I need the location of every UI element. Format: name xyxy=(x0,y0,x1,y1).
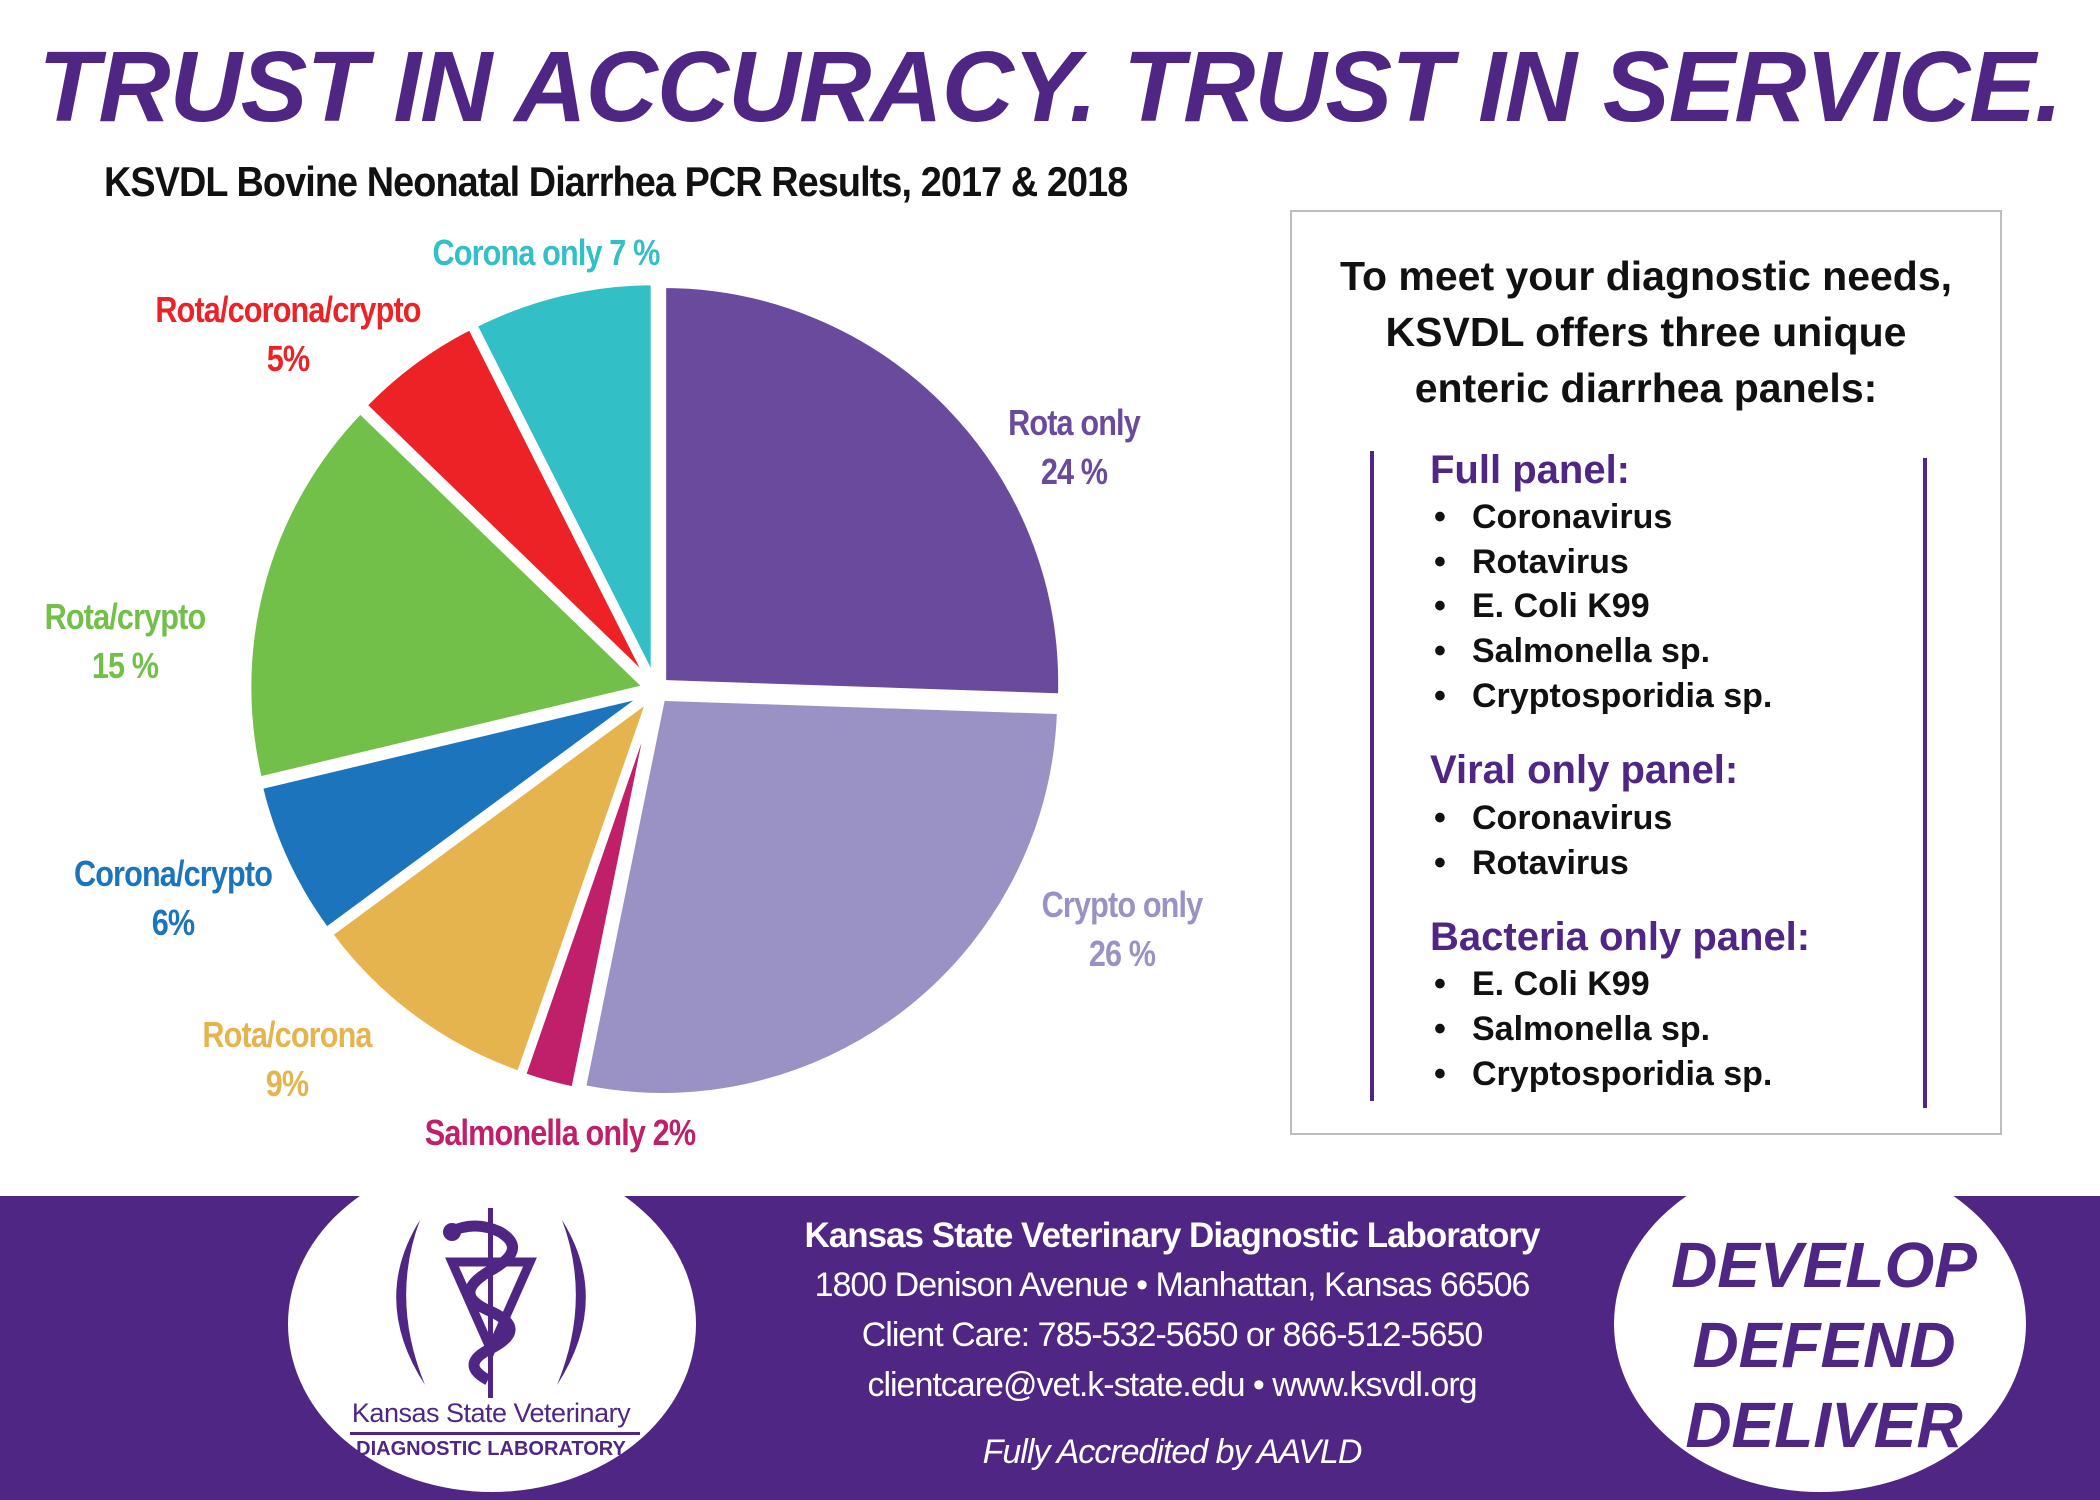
intro-line: KSVDL offers three unique xyxy=(1385,309,1907,355)
panels-info-box: To meet your diagnostic needs, KSVDL off… xyxy=(1290,210,2002,1135)
contact-links[interactable]: clientcare@vet.k-state.edu • www.ksvdl.o… xyxy=(867,1366,1477,1404)
label-name: Rota/crypto xyxy=(44,596,207,637)
pie-slice-rota-only xyxy=(660,282,1065,700)
label-salmonella-only: Salmonella only 2% xyxy=(401,1108,719,1157)
tagline-develop: DEVELOP xyxy=(1671,1229,1977,1301)
panel-item: Coronavirus xyxy=(1434,799,1672,838)
accreditation: Fully Accredited by AAVLD xyxy=(982,1433,1363,1471)
tagline-defend: DEFEND xyxy=(1692,1309,1956,1381)
pie-slice-rota-crypto xyxy=(245,406,653,784)
panel-item: Rotavirus xyxy=(1434,543,1629,582)
org-name: Kansas State Veterinary Diagnostic Labor… xyxy=(804,1216,1541,1255)
pie-slice-rota-corona xyxy=(325,689,657,1078)
label-name: Corona/crypto xyxy=(73,853,273,894)
chart-title: KSVDL Bovine Neonatal Diarrhea PCR Resul… xyxy=(104,158,1128,205)
panel-title-full: Full panel: xyxy=(1430,448,1630,492)
panel-title-viral: Viral only panel: xyxy=(1430,748,1739,792)
label-rota-only: Rota only 24 % xyxy=(996,398,1151,496)
panel-item: Salmonella sp. xyxy=(1434,632,1710,671)
tagline-backdrop xyxy=(1614,1196,2026,1492)
label-name: Salmonella only 2% xyxy=(424,1112,696,1153)
label-name: Rota only xyxy=(1008,402,1141,443)
pie-slice-corona-only xyxy=(470,279,657,682)
logo-rule xyxy=(350,1432,640,1435)
label-corona-crypto: Corona/crypto 6% xyxy=(56,849,289,947)
label-value: 26 % xyxy=(1088,933,1156,974)
label-rota-crypto: Rota/crypto 15 % xyxy=(30,592,219,690)
panel-item: Coronavirus xyxy=(1434,498,1672,537)
label-value: 24 % xyxy=(1040,451,1108,492)
logo-text-line1: Kansas State Veterinary xyxy=(351,1398,631,1428)
footer xyxy=(0,1196,2100,1500)
label-crypto-only: Crypto only 26 % xyxy=(1027,880,1216,978)
label-value: 15 % xyxy=(91,645,159,686)
label-rota-corona-crypto: Rota/corona/crypto 5% xyxy=(132,285,444,383)
phone[interactable]: Client Care: 785-532-5650 or 866-512-565… xyxy=(861,1316,1484,1354)
intro-line: enteric diarrhea panels: xyxy=(1414,365,1878,411)
pie-slice-corona-crypto xyxy=(256,691,649,935)
panels-intro: To meet your diagnostic needs, KSVDL off… xyxy=(1292,248,2000,416)
label-value: 9% xyxy=(265,1063,309,1104)
divider-right xyxy=(1923,458,1927,1108)
panel-item: Cryptosporidia sp. xyxy=(1434,677,1772,716)
pie-chart xyxy=(245,279,1065,1099)
pie-slice-rota-corona-crypto xyxy=(359,322,653,685)
panel-item: E. Coli K99 xyxy=(1434,965,1650,1004)
panel-item: Rotavirus xyxy=(1434,844,1629,883)
panel-item: Cryptosporidia sp. xyxy=(1434,1055,1772,1094)
ksvdl-logo-icon xyxy=(396,1208,586,1398)
pie-slice-salmonella-only xyxy=(518,698,657,1094)
divider-left xyxy=(1370,451,1374,1101)
label-name: Crypto only xyxy=(1041,884,1204,925)
label-name: Rota/corona xyxy=(202,1014,372,1055)
label-name: Corona only 7 % xyxy=(432,232,661,273)
label-name: Rota/corona/crypto xyxy=(155,289,421,330)
panel-item: Salmonella sp. xyxy=(1434,1010,1710,1049)
label-corona-only: Corona only 7 % xyxy=(412,228,679,277)
pie-slice-crypto-only xyxy=(579,694,1064,1099)
intro-line: To meet your diagnostic needs, xyxy=(1339,253,1953,299)
panel-item: E. Coli K99 xyxy=(1434,587,1650,626)
headline: TRUST IN ACCURACY. TRUST IN SERVICE. xyxy=(38,31,2062,143)
tagline-deliver: DELIVER xyxy=(1685,1389,1963,1461)
logo-text-line2: DIAGNOSTIC LABORATORY xyxy=(356,1438,626,1460)
label-value: 6% xyxy=(151,902,195,943)
label-rota-corona: Rota/corona 9% xyxy=(187,1010,386,1108)
address: 1800 Denison Avenue • Manhattan, Kansas … xyxy=(814,1266,1531,1304)
panel-title-bacteria: Bacteria only panel: xyxy=(1430,915,1811,959)
label-value: 5% xyxy=(266,338,310,379)
